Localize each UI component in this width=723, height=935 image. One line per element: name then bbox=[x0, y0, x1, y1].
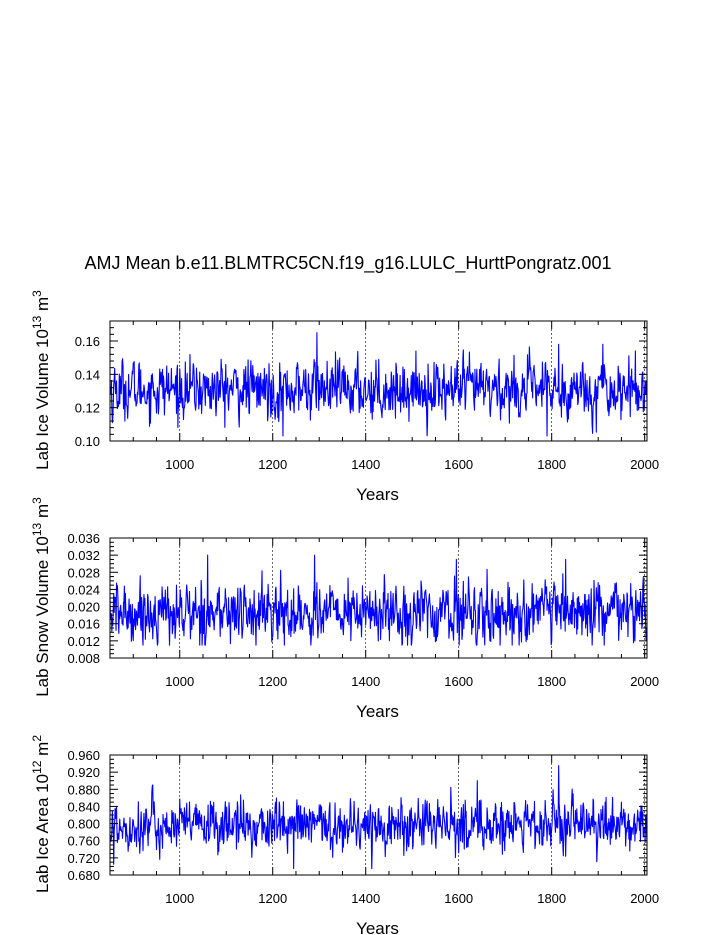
y-axis-label-exponent: 13 bbox=[30, 315, 44, 329]
y-tick-label: 0.680 bbox=[67, 868, 100, 883]
x-tick-label: 1600 bbox=[444, 891, 473, 906]
y-tick-label: 0.840 bbox=[67, 799, 100, 814]
y-axis-label-unit-exponent: 3 bbox=[30, 497, 44, 504]
x-tick-label: 1400 bbox=[351, 674, 380, 689]
y-axis-label-unit-exponent: 2 bbox=[30, 735, 44, 742]
y-tick-label: 0.760 bbox=[67, 834, 100, 849]
y-tick-label: 0.720 bbox=[67, 851, 100, 866]
x-tick-label: 1600 bbox=[444, 674, 473, 689]
x-tick-label: 1600 bbox=[444, 457, 473, 472]
x-tick-label: 1000 bbox=[165, 457, 194, 472]
y-tick-label: 0.008 bbox=[67, 651, 100, 666]
x-tick-label: 2000 bbox=[630, 674, 659, 689]
y-tick-label: 0.12 bbox=[75, 401, 100, 416]
x-tick-label: 1800 bbox=[537, 457, 566, 472]
y-axis-label-unit: m bbox=[33, 504, 52, 523]
y-axis-label-exponent: 12 bbox=[30, 760, 44, 774]
data-series-line bbox=[109, 765, 648, 870]
chart-panel-2: 0.008 0.012 0.016 0.020 0.024 0.028 0.032 0.036… bbox=[30, 497, 659, 721]
y-axis-label-unit: m bbox=[33, 742, 52, 761]
panels: 0.10 0.12 0.14 0.16 1000 1200 1400 1600 1800 2000… bbox=[30, 290, 659, 935]
x-tick-label: 1200 bbox=[258, 674, 287, 689]
x-tick-label: 2000 bbox=[630, 457, 659, 472]
y-axis-label-exponent: 13 bbox=[30, 522, 44, 536]
chart-panel-1: 0.10 0.12 0.14 0.16 1000 1200 1400 1600 1800 2000… bbox=[30, 290, 659, 504]
y-axis-label-unit-exponent: 3 bbox=[30, 290, 44, 297]
y-tick-label: 0.16 bbox=[75, 334, 100, 349]
y-axis-label-unit: m bbox=[33, 297, 52, 316]
x-tick-label: 1400 bbox=[351, 457, 380, 472]
x-axis-label: Years bbox=[356, 702, 399, 721]
y-tick-label: 0.028 bbox=[67, 565, 100, 580]
figure-title: AMJ Mean b.e11.BLMTRC5CN.f19_g16.LULC_Hu… bbox=[85, 253, 612, 274]
y-tick-label: 0.10 bbox=[75, 434, 100, 449]
x-tick-label: 1200 bbox=[258, 891, 287, 906]
x-axis-label: Years bbox=[356, 485, 399, 504]
y-tick-label: 0.960 bbox=[67, 748, 100, 763]
y-tick-label: 0.020 bbox=[67, 600, 100, 615]
x-tick-label: 1200 bbox=[258, 457, 287, 472]
y-tick-label: 0.036 bbox=[67, 531, 100, 546]
y-tick-label: 0.920 bbox=[67, 765, 100, 780]
y-tick-label: 0.032 bbox=[67, 548, 100, 563]
y-axis-label-main: Lab Ice Area 10 bbox=[33, 774, 52, 893]
y-tick-label: 0.024 bbox=[67, 582, 100, 597]
x-tick-label: 1800 bbox=[537, 674, 566, 689]
y-axis-label: Lab Snow Volume 1013 m3 bbox=[30, 497, 52, 697]
y-axis-label: Lab Ice Area 1012 m2 bbox=[30, 735, 52, 893]
x-tick-label: 1000 bbox=[165, 674, 194, 689]
y-axis-label: Lab Ice Volume 1013 m3 bbox=[30, 290, 52, 470]
y-tick-label: 0.14 bbox=[75, 367, 100, 382]
x-tick-label: 2000 bbox=[630, 891, 659, 906]
data-series-line bbox=[109, 554, 648, 646]
y-tick-label: 0.016 bbox=[67, 617, 100, 632]
y-axis-label-main: Lab Ice Volume 10 bbox=[33, 329, 52, 470]
x-tick-label: 1400 bbox=[351, 891, 380, 906]
y-tick-label: 0.012 bbox=[67, 634, 100, 649]
y-tick-label: 0.880 bbox=[67, 782, 100, 797]
x-axis-label: Years bbox=[356, 919, 399, 935]
y-tick-label: 0.800 bbox=[67, 817, 100, 832]
data-series-line bbox=[109, 332, 648, 437]
chart-panel-3: 0.680 0.720 0.760 0.800 0.840 0.880 0.920 0.960… bbox=[30, 735, 659, 935]
x-tick-label: 1000 bbox=[165, 891, 194, 906]
x-tick-label: 1800 bbox=[537, 891, 566, 906]
y-axis-label-main: Lab Snow Volume 10 bbox=[33, 536, 52, 697]
